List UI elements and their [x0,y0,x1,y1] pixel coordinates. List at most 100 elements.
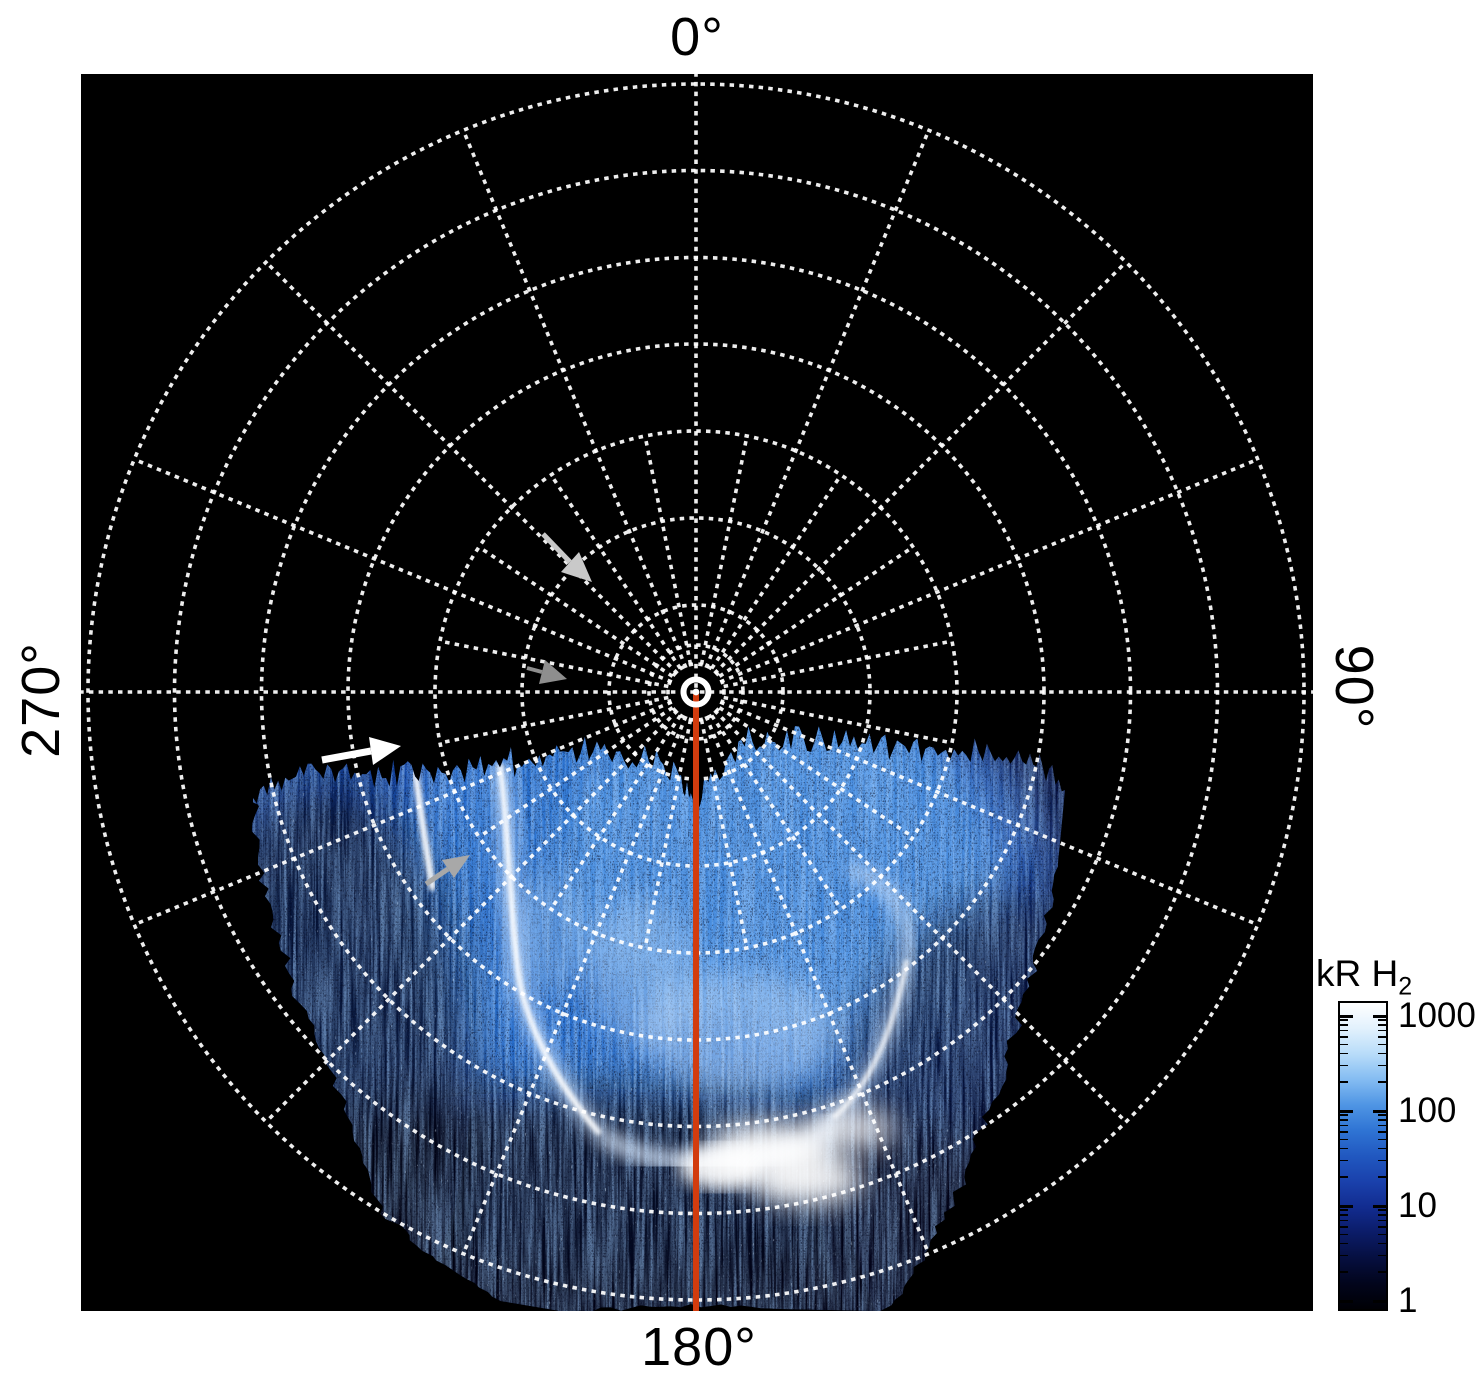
grid-spoke [704,127,932,669]
grid-inner-spoke [642,719,693,951]
grid-inner-spoke [476,544,674,678]
grid-inner-ring [666,662,726,722]
colorbar-minor-tick [1378,1138,1386,1141]
colorbar-major-tick [1373,1205,1386,1208]
colorbar-minor-tick [1378,1254,1386,1257]
colorbar-major-tick [1373,1015,1386,1018]
colorbar-tick-label-10: 10 [1398,1186,1437,1225]
colorbar-minor-tick [1378,1214,1386,1216]
colorbar-title: kR H2 [1316,953,1412,1001]
grid-spoke [460,127,688,669]
grid-spoke [263,709,679,1125]
colorbar-minor-tick [1340,1214,1348,1216]
colorbar-minor-tick [1378,1029,1386,1032]
grid-inner-spoke [718,706,916,840]
colorbar-minor-tick [1340,1176,1348,1178]
grid-spoke [713,259,1129,675]
grid-inner-spoke [710,714,844,912]
colorbar-minor-tick [1340,1052,1348,1055]
grid-inner-spoke [548,472,682,670]
colorbar-minor-tick [1378,1081,1386,1083]
grid-inner-spoke [723,638,955,689]
colorbar-minor-tick [1340,1043,1348,1046]
grid-spoke [263,259,679,675]
grid-inner-spoke [437,638,669,689]
colorbar-minor-tick [1378,1219,1386,1222]
angle-label-180: 180° [641,1317,757,1377]
grid-inner-spoke [476,706,674,840]
grid-spoke [131,456,673,684]
grid-inner-spoke [723,695,955,746]
colorbar-minor-tick [1340,1209,1348,1211]
angle-label-270: 270° [11,642,71,758]
colorbar-major-tick [1340,1110,1353,1113]
colorbar-minor-tick [1340,1138,1348,1141]
colorbar-minor-tick [1378,1242,1386,1245]
grid-inner-spoke [718,544,916,678]
colorbar-minor-tick [1378,1024,1386,1026]
main-oval-arc-west [497,763,603,1136]
colorbar-minor-tick [1378,1124,1386,1127]
colorbar-major-tick [1340,1015,1353,1018]
colorbar-minor-tick [1340,1119,1348,1121]
colorbar [1338,1001,1388,1311]
colorbar-minor-tick [1378,1131,1386,1133]
grid-spoke [131,700,673,928]
grid-spoke [719,456,1261,684]
colorbar-minor-tick [1340,1242,1348,1245]
colorbar-minor-tick [1340,1147,1348,1150]
polar-plot-area [81,74,1313,1311]
colorbar-minor-tick [1340,1036,1348,1038]
grid-inner-spoke [642,433,693,665]
colorbar-tick-label-100: 100 [1398,1091,1457,1130]
pole-center-dot [692,688,700,696]
colorbar-minor-tick [1378,1119,1386,1121]
colorbar-minor-tick [1378,1176,1386,1178]
annotation-arrow-inner-gray [526,660,567,684]
colorbar-minor-tick [1378,1271,1386,1273]
grid-spoke [704,715,932,1257]
pole-center-ring [680,676,712,708]
colorbar-major-tick [1373,1300,1386,1303]
colorbar-minor-tick [1340,1019,1348,1021]
grid-spoke [713,709,1129,1125]
colorbar-minor-tick [1340,1114,1348,1116]
grid-spoke [719,700,1261,928]
annotation-arrow-filament-gray [424,855,470,887]
colorbar-minor-tick [1340,1024,1348,1026]
colorbar-minor-tick [1378,1052,1386,1055]
colorbar-major-tick [1340,1205,1353,1208]
grid-inner-spoke [699,433,750,665]
colorbar-tick-label-1000: 1000 [1398,996,1476,1035]
polar-graticule [81,74,1313,1311]
grid-spoke [460,715,688,1257]
colorbar-minor-tick [1340,1233,1348,1236]
colorbar-minor-tick [1340,1254,1348,1257]
colorbar-major-tick [1340,1300,1353,1303]
grid-inner-spoke [710,472,844,670]
colorbar-minor-tick [1378,1043,1386,1046]
colorbar-minor-tick [1340,1064,1348,1067]
colorbar-minor-tick [1378,1064,1386,1067]
colorbar-minor-tick [1340,1131,1348,1133]
annotation-arrow-white [321,737,401,765]
annotation-arrow-upper-gray [541,532,592,582]
colorbar-minor-tick [1378,1019,1386,1021]
colorbar-minor-tick [1340,1271,1348,1273]
colorbar-minor-tick [1340,1159,1348,1162]
colorbar-minor-tick [1340,1219,1348,1222]
colorbar-minor-tick [1378,1036,1386,1038]
aurora-polar-svg [81,74,1313,1311]
angle-label-90: 90° [1324,644,1384,730]
main-oval-arc-east [831,959,910,1120]
colorbar-major-tick [1373,1110,1386,1113]
colorbar-minor-tick [1340,1081,1348,1083]
colorbar-minor-tick [1378,1159,1386,1162]
colorbar-title-main: kR H [1316,953,1399,994]
colorbar-minor-tick [1378,1114,1386,1116]
angle-label-0: 0° [670,7,724,67]
colorbar-minor-tick [1378,1226,1386,1228]
colorbar-minor-tick [1340,1226,1348,1228]
grid-inner-spoke [548,714,682,912]
